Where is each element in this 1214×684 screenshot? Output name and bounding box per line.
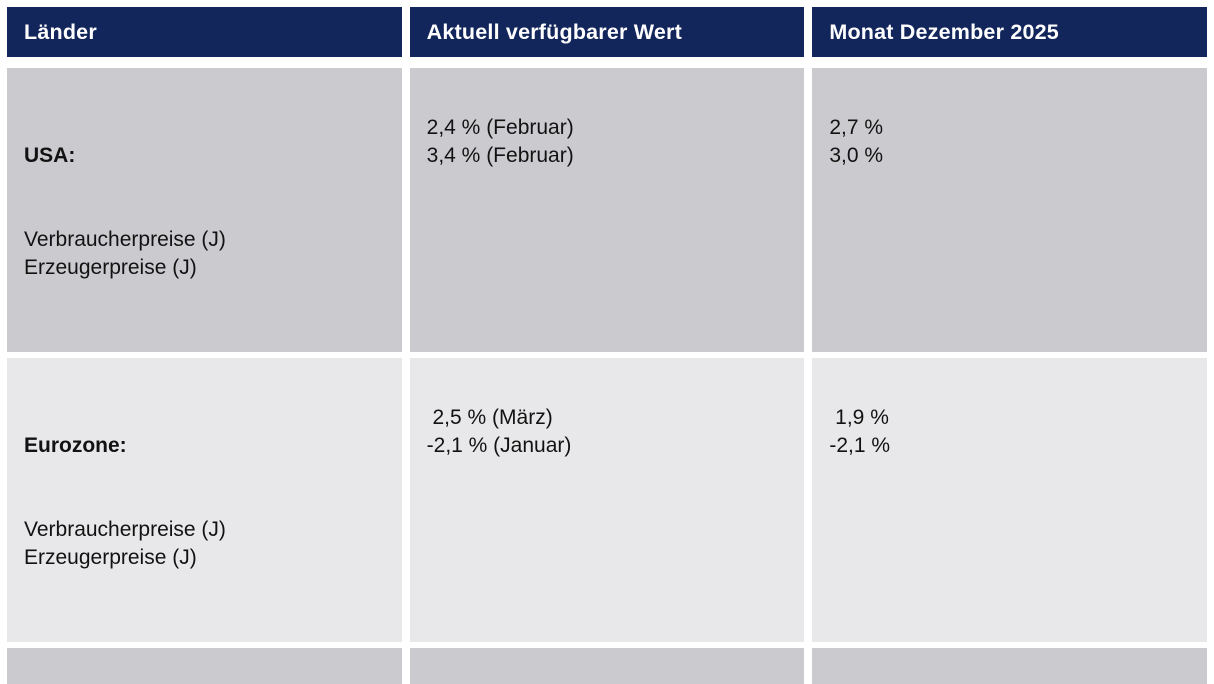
december-value-cell: 1,8 % -2,5 % <box>812 648 1207 684</box>
header-cell-laender: Länder <box>7 7 402 57</box>
indicator-labels: Verbraucherpreise (J) Erzeugerpreise (J) <box>24 518 226 569</box>
indicator-labels: Verbraucherpreise (J) Erzeugerpreise (J) <box>24 228 226 279</box>
december-value-cell: 2,7 % 3,0 % <box>812 68 1207 352</box>
table-row-usa: USA: Verbraucherpreise (J) Erzeugerpreis… <box>7 68 1207 352</box>
table-header-row: Länder Aktuell verfügbarer Wert Monat De… <box>7 7 1207 57</box>
current-value-cell: 2,4 % (Februar) 3,4 % (Februar) <box>409 68 805 352</box>
country-cell: Deutschland Verbraucherpreise (J) Erzeug… <box>7 648 402 684</box>
country-cell: USA: Verbraucherpreise (J) Erzeugerpreis… <box>7 68 402 352</box>
current-value-cell: 2,5 % (März) -2,1 % (Januar) <box>409 358 805 642</box>
header-cell-aktueller-wert: Aktuell verfügbarer Wert <box>409 7 805 57</box>
country-label: Eurozone: <box>24 434 127 457</box>
december-value-cell: 1,9 % -2,1 % <box>812 358 1207 642</box>
table-row-eurozone: Eurozone: Verbraucherpreise (J) Erzeuger… <box>7 358 1207 642</box>
country-label: USA: <box>24 144 76 167</box>
current-value-cell: 2,7 % (März) -3,3 % (Februar) <box>409 648 805 684</box>
country-cell: Eurozone: Verbraucherpreise (J) Erzeuger… <box>7 358 402 642</box>
table-row-deutschland: Deutschland Verbraucherpreise (J) Erzeug… <box>7 648 1207 684</box>
header-cell-monat-dezember: Monat Dezember 2025 <box>812 7 1207 57</box>
